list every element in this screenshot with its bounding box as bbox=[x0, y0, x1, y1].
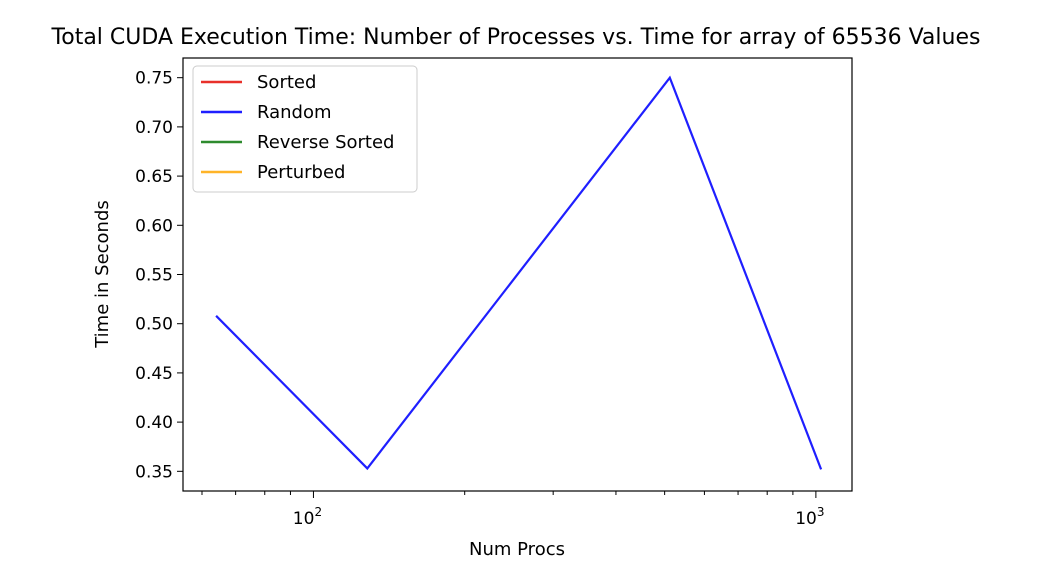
y-tick-label: 0.45 bbox=[135, 364, 173, 384]
x-axis-ticks: 102 103 bbox=[201, 491, 825, 529]
y-tick-label: 0.40 bbox=[135, 413, 173, 433]
y-tick-label: 0.75 bbox=[135, 69, 173, 89]
x-tick-label: 103 bbox=[795, 505, 824, 529]
x-tick-base: 10 bbox=[293, 509, 315, 529]
chart-title: Total CUDA Execution Time: Number of Pro… bbox=[51, 25, 981, 50]
x-tick-exponent: 3 bbox=[817, 505, 825, 519]
series-line-random bbox=[215, 75, 823, 471]
y-tick-label: 0.35 bbox=[135, 462, 173, 482]
legend-label: Random bbox=[257, 102, 332, 123]
y-axis-ticks: 0.35 0.40 0.45 0.50 0.55 0.60 0.65 0.70 0.75 bbox=[135, 69, 183, 482]
x-tick-exponent: 2 bbox=[314, 505, 322, 519]
x-tick-base: 10 bbox=[795, 509, 817, 529]
x-axis-label: Num Procs bbox=[469, 539, 565, 560]
legend-box bbox=[192, 65, 418, 193]
legend-label: Reverse Sorted bbox=[257, 132, 394, 153]
y-axis-label: Time in Seconds bbox=[92, 200, 113, 349]
legend: Sorted Random Reverse Sorted Perturbed bbox=[192, 65, 418, 193]
plot-frame bbox=[182, 57, 853, 492]
series-lines bbox=[215, 75, 823, 471]
legend-label: Sorted bbox=[257, 72, 316, 93]
y-tick-label: 0.50 bbox=[135, 315, 173, 335]
y-tick-label: 0.60 bbox=[135, 216, 173, 236]
legend-label: Perturbed bbox=[257, 162, 345, 183]
y-tick-label: 0.70 bbox=[135, 118, 173, 138]
y-tick-label: 0.55 bbox=[135, 266, 173, 286]
x-tick-label: 102 bbox=[293, 505, 322, 529]
y-tick-label: 0.65 bbox=[135, 167, 173, 187]
